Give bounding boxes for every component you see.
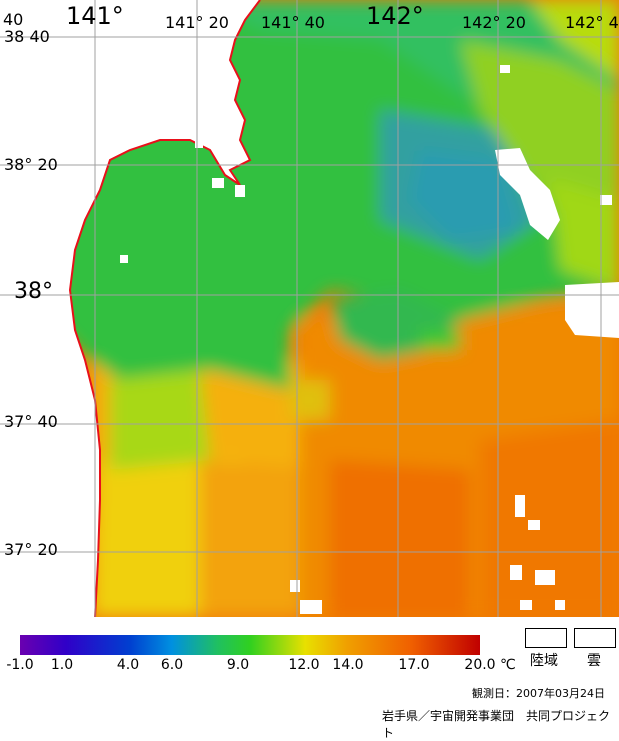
land-area <box>0 0 260 617</box>
lon-label-142-40: 142° 4 <box>565 13 619 32</box>
lon-label-142: 142° <box>366 2 424 30</box>
graticule <box>0 0 619 617</box>
lat-label-38-40: 38 40 <box>4 27 50 46</box>
cloud-legend-swatch <box>574 628 616 648</box>
land-legend-label: 陸域 <box>530 653 558 669</box>
colorbar-tick: 20.0 <box>464 657 496 673</box>
sea-surface-temperature-map <box>0 0 619 617</box>
coastline <box>68 0 261 617</box>
lon-label-141-20: 141° 20 <box>165 13 229 32</box>
project-credit: 岩手県／宇宙開発事業団 共同プロジェクト <box>382 709 611 740</box>
colorbar-tick: 17.0 <box>398 657 430 673</box>
cloud-legend-label: 雲 <box>587 653 601 669</box>
temperature-unit: ℃ <box>500 657 516 673</box>
lon-label-141: 141° <box>66 2 124 30</box>
cloud-patches <box>120 65 619 614</box>
lat-label-37-20: 37° 20 <box>4 540 58 559</box>
colorbar-tick: 4.0 <box>116 657 140 673</box>
land-legend-swatch <box>525 628 567 648</box>
colorbar-tick: 14.0 <box>332 657 364 673</box>
lat-label-37-40: 37° 40 <box>4 412 58 431</box>
colorbar-tick: 1.0 <box>50 657 74 673</box>
lon-label-40: 40 <box>3 10 24 29</box>
lon-label-142-20: 142° 20 <box>462 13 526 32</box>
lon-label-141-40: 141° 40 <box>261 13 325 32</box>
colorbar-tick: 12.0 <box>288 657 320 673</box>
colorbar-tick: 6.0 <box>160 657 184 673</box>
colorbar-tick: -1.0 <box>6 657 34 673</box>
observation-date: 観測日：2007年03月24日 <box>472 687 605 700</box>
lat-label-38-20: 38° 20 <box>4 155 58 174</box>
temperature-color-bar <box>20 635 480 655</box>
colorbar-tick: 9.0 <box>226 657 250 673</box>
lat-label-38: 38° <box>14 279 53 304</box>
